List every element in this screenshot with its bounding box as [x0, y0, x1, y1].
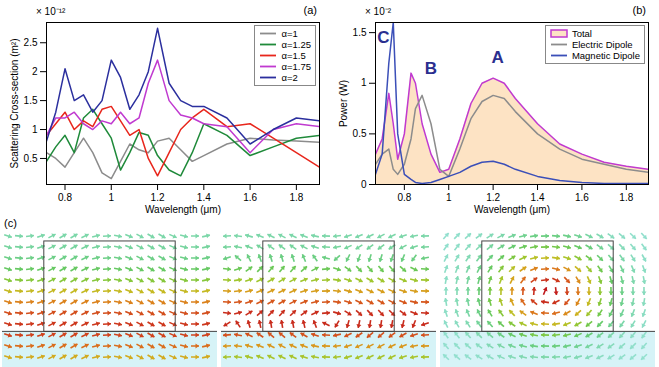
- svg-text:Wavelength (μm): Wavelength (μm): [474, 204, 550, 215]
- html-text:Electric Dipole: Electric Dipole: [571, 39, 633, 50]
- html-text:(a): (a): [303, 4, 317, 16]
- svg-text:2: 2: [32, 66, 38, 77]
- svg-text:Power (W): Power (W): [338, 80, 349, 127]
- svg-text:1: 1: [446, 192, 452, 203]
- svg-text:0.8: 0.8: [58, 192, 72, 203]
- svg-text:2.5: 2.5: [24, 37, 38, 48]
- html-text:× 10⁻²: × 10⁻²: [365, 6, 392, 17]
- html-text:α=1.5: α=1.5: [281, 50, 306, 61]
- svg-text:1.5: 1.5: [353, 27, 367, 38]
- svg-text:1.6: 1.6: [243, 192, 257, 203]
- svg-text:0.5: 0.5: [353, 128, 367, 139]
- html-text:(c): (c): [4, 217, 17, 229]
- svg-text:Scattering Cross-section (m²): Scattering Cross-section (m²): [9, 38, 20, 168]
- svg-text:0.5: 0.5: [24, 153, 38, 164]
- html-text:Total: Total: [571, 28, 592, 39]
- svg-text:0: 0: [361, 179, 367, 190]
- svg-text:A: A: [491, 48, 503, 67]
- svg-text:1.4: 1.4: [197, 192, 211, 203]
- svg-text:B: B: [425, 59, 437, 78]
- html-text:α=1.25: α=1.25: [281, 39, 311, 50]
- html-text:α=1: α=1: [281, 28, 298, 39]
- svg-text:1: 1: [361, 77, 367, 88]
- svg-text:1.5: 1.5: [24, 95, 38, 106]
- svg-text:1.2: 1.2: [151, 192, 165, 203]
- svg-text:1: 1: [32, 124, 38, 135]
- svg-text:1.2: 1.2: [486, 192, 500, 203]
- svg-text:Wavelength (μm): Wavelength (μm): [145, 204, 221, 215]
- svg-text:1.8: 1.8: [289, 192, 303, 203]
- html-text:(b): (b): [632, 4, 646, 16]
- svg-text:1.4: 1.4: [531, 192, 545, 203]
- svg-text:0.8: 0.8: [397, 192, 411, 203]
- html-text:α=1.75: α=1.75: [281, 61, 311, 72]
- svg-text:1: 1: [108, 192, 114, 203]
- html-text:× 10⁻¹²: × 10⁻¹²: [36, 6, 66, 17]
- svg-text:C: C: [377, 28, 389, 47]
- html-text:Magnetic Dipole: Magnetic Dipole: [571, 50, 640, 61]
- svg-text:1.6: 1.6: [575, 192, 589, 203]
- html-text:α=2: α=2: [281, 72, 298, 83]
- svg-text:1.8: 1.8: [619, 192, 633, 203]
